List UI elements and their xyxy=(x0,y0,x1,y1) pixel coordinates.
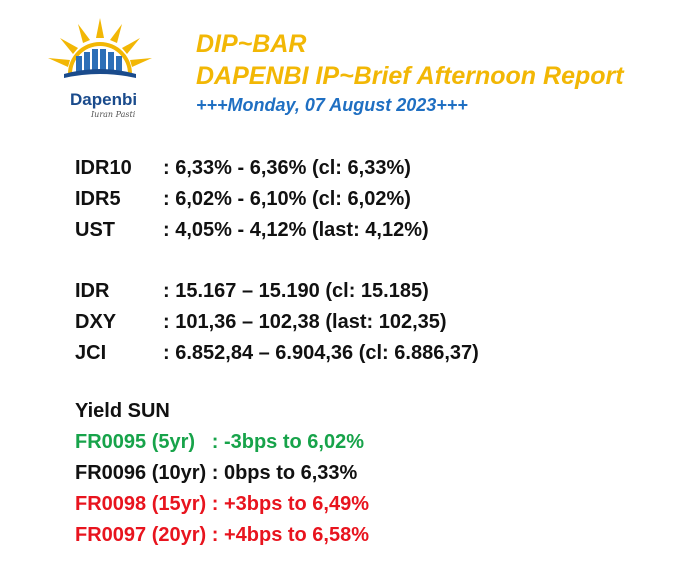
sun-item-fr0096: FR0096 (10yr) : 0bps to 6,33% xyxy=(75,462,358,484)
market-value: : 6.852,84 – 6.904,36 (cl: 6.886,37) xyxy=(163,342,479,364)
yield-value: : 4,05% - 4,12% (last: 4,12%) xyxy=(163,219,429,241)
market-label: DXY xyxy=(75,311,117,333)
sun-item-fr0097: FR0097 (20yr) : +4bps to 6,58% xyxy=(75,524,370,546)
logo-tagline: Iuran Pasti xyxy=(91,110,136,119)
yield-row-idr10: IDR10 : 6,33% - 6,36% (cl: 6,33%) xyxy=(75,156,411,180)
yield-label: IDR10 xyxy=(75,157,132,179)
yield-label: UST xyxy=(75,219,115,241)
market-value: : 101,36 – 102,38 (last: 102,35) xyxy=(163,311,447,333)
market-row-dxy: DXY : 101,36 – 102,38 (last: 102,35) xyxy=(75,310,447,334)
yield-row-ust: UST : 4,05% - 4,12% (last: 4,12%) xyxy=(75,218,429,242)
market-row-idr: IDR : 15.167 – 15.190 (cl: 15.185) xyxy=(75,279,429,303)
dapenbi-logo: Dapenbi Iuran Pasti xyxy=(40,16,160,126)
yield-label: IDR5 xyxy=(75,188,121,210)
market-label: JCI xyxy=(75,342,107,364)
market-value: : 15.167 – 15.190 (cl: 15.185) xyxy=(163,280,429,302)
sun-item-fr0095: FR0095 (5yr) : -3bps to 6,02% xyxy=(75,431,364,453)
sun-heading: Yield SUN xyxy=(75,400,170,422)
sun-item-fr0098: FR0098 (15yr) : +3bps to 6,49% xyxy=(75,493,370,515)
market-row-jci: JCI : 6.852,84 – 6.904,36 (cl: 6.886,37) xyxy=(75,341,479,365)
report-subtitle: DAPENBI IP~Brief Afternoon Report xyxy=(196,62,624,90)
yield-value: : 6,02% - 6,10% (cl: 6,02%) xyxy=(163,188,411,210)
yield-row-idr5: IDR5 : 6,02% - 6,10% (cl: 6,02%) xyxy=(75,187,411,211)
market-label: IDR xyxy=(75,280,110,302)
yield-value: : 6,33% - 6,36% (cl: 6,33%) xyxy=(163,157,411,179)
report-date: +++Monday, 07 August 2023+++ xyxy=(196,95,468,115)
sun-building-icon xyxy=(48,18,152,78)
report-title: DIP~BAR xyxy=(196,30,307,58)
logo-name: Dapenbi xyxy=(70,90,138,109)
